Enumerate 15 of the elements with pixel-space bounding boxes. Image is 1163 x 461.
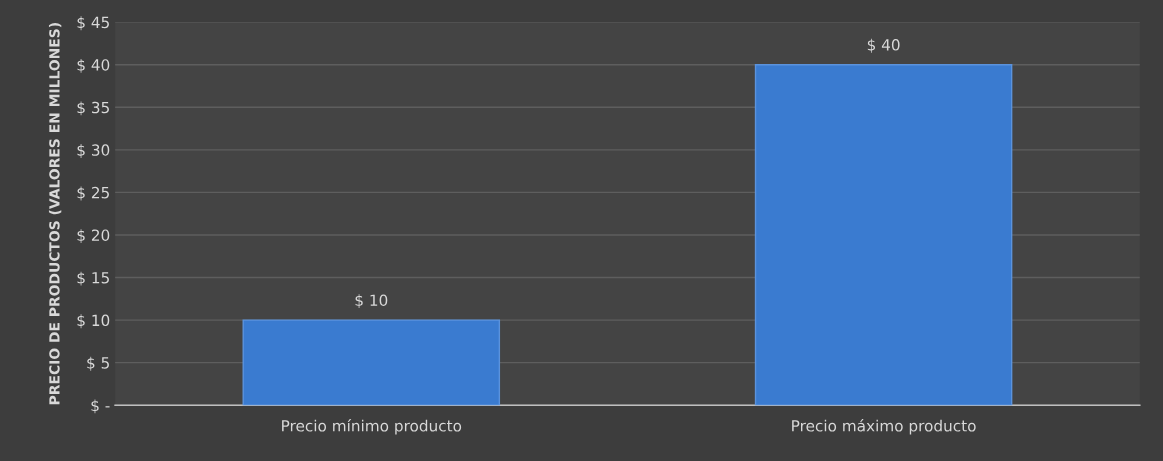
y-tick-label: $ 45 bbox=[77, 16, 109, 31]
y-tick-label: $ 40 bbox=[77, 58, 110, 73]
data-label: $ 10 bbox=[355, 294, 388, 309]
y-tick-label: $ 30 bbox=[77, 144, 110, 158]
y-tick-label: $ 20 bbox=[77, 229, 110, 244]
x-tick-label: Precio mínimo producto bbox=[282, 419, 462, 435]
y-tick-label: $ 35 bbox=[77, 101, 109, 116]
y-axis-title: PRECIO DE PRODUCTOS (VALORES EN MILLONES) bbox=[48, 23, 62, 405]
y-tick-label: $ 10 bbox=[77, 314, 110, 329]
y-tick-label: $ - bbox=[91, 399, 110, 414]
y-tick-label: $ 5 bbox=[87, 356, 109, 371]
y-tick-label: $ 15 bbox=[77, 271, 109, 286]
data-label: $ 40 bbox=[867, 38, 900, 53]
x-tick-label: Precio máximo producto bbox=[792, 419, 976, 435]
y-tick-label: $ 25 bbox=[77, 186, 109, 201]
